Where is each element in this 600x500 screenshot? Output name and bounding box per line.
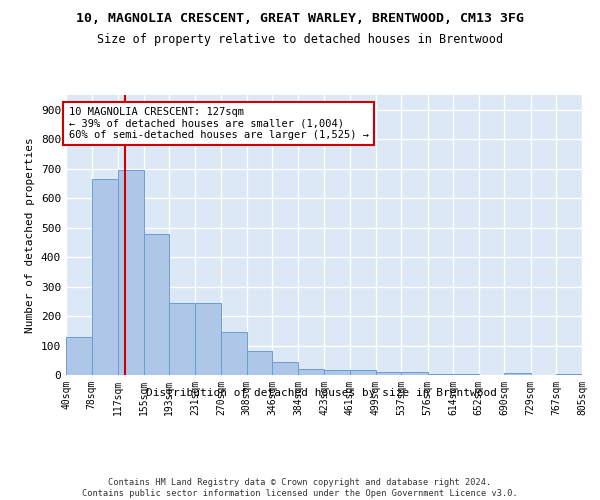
Text: 10 MAGNOLIA CRESCENT: 127sqm
← 39% of detached houses are smaller (1,004)
60% of: 10 MAGNOLIA CRESCENT: 127sqm ← 39% of de…	[68, 107, 368, 140]
Y-axis label: Number of detached properties: Number of detached properties	[25, 137, 35, 333]
Bar	[66, 336, 92, 375]
Text: Distribution of detached houses by size in Brentwood: Distribution of detached houses by size …	[146, 388, 497, 398]
Bar	[298, 369, 325, 375]
Bar	[247, 351, 272, 375]
Bar	[376, 372, 401, 375]
Bar	[428, 374, 453, 375]
Bar	[92, 179, 118, 375]
Text: Size of property relative to detached houses in Brentwood: Size of property relative to detached ho…	[97, 32, 503, 46]
Bar	[556, 374, 582, 375]
Bar	[169, 303, 195, 375]
Bar	[401, 372, 428, 375]
Bar	[505, 372, 531, 375]
Text: Contains HM Land Registry data © Crown copyright and database right 2024.
Contai: Contains HM Land Registry data © Crown c…	[82, 478, 518, 498]
Bar	[221, 332, 247, 375]
Bar	[272, 362, 298, 375]
Bar	[325, 370, 350, 375]
Bar	[143, 234, 169, 375]
Bar	[118, 170, 143, 375]
Bar	[195, 303, 221, 375]
Bar	[350, 370, 376, 375]
Text: 10, MAGNOLIA CRESCENT, GREAT WARLEY, BRENTWOOD, CM13 3FG: 10, MAGNOLIA CRESCENT, GREAT WARLEY, BRE…	[76, 12, 524, 26]
Bar	[453, 374, 479, 375]
